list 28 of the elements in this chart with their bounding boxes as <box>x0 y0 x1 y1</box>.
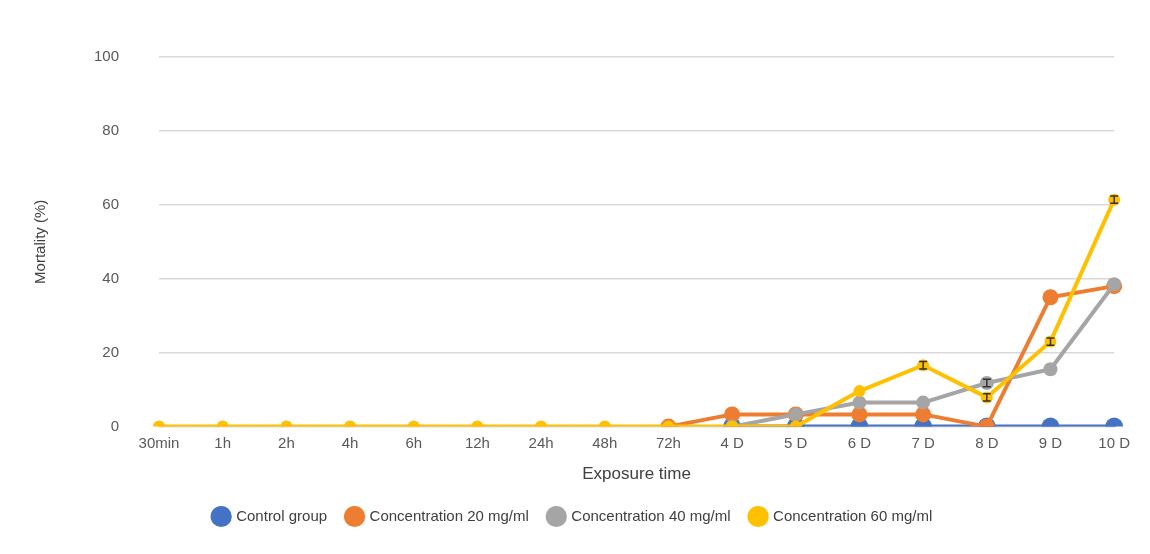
x-axis-title: Exposure time <box>582 464 691 484</box>
x-tick-label: 9 D <box>1038 433 1063 451</box>
y-tick-label: 20 <box>102 342 120 360</box>
x-tick-label: 2h <box>278 433 295 451</box>
x-tick-label: 10 D <box>1098 433 1131 451</box>
x-tick-label: 12h <box>464 433 490 451</box>
x-tick-label: 5 D <box>784 433 808 451</box>
x-tick-label: 8 D <box>975 433 999 451</box>
y-tick-label: 80 <box>102 121 120 139</box>
legend-label: Concentration 40 mg/ml <box>571 506 731 524</box>
x-tick-label: 4 D <box>720 433 744 451</box>
y-tick-label: 40 <box>102 268 120 286</box>
x-tick-label: 6 D <box>847 433 872 451</box>
x-tick-label: 1h <box>214 433 232 451</box>
y-tick-label: 60 <box>102 194 120 212</box>
x-tick-label: 72h <box>655 433 681 451</box>
x-tick-label: 4h <box>341 433 359 451</box>
x-tick-label: 48h <box>592 433 618 451</box>
legend-label: Control group <box>236 506 328 524</box>
x-tick-label: 7 D <box>911 433 935 451</box>
legend-label: Concentration 20 mg/ml <box>369 506 529 524</box>
x-tick-label: 30min <box>138 433 180 451</box>
y-axis-title: Mortality (%) <box>31 199 49 284</box>
legend-label: Concentration 60 mg/ml <box>773 506 933 524</box>
x-tick-label: 6h <box>405 433 423 451</box>
x-tick-label: 24h <box>528 433 554 451</box>
y-tick-label: 0 <box>110 416 120 434</box>
y-tick-label: 100 <box>94 47 120 65</box>
